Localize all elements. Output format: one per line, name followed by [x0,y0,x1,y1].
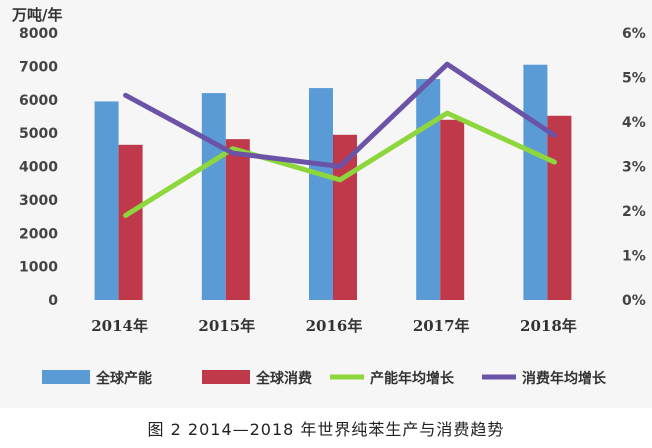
y-right-tick-label: 3% [622,160,646,176]
x-tick-label: 2017年 [413,317,470,335]
bar-全球消费 [547,115,572,301]
bar-全球产能 [309,88,333,300]
y-left-tick-label: 1000 [19,260,58,276]
bar-全球消费 [118,144,143,300]
line-产能年均增长 [123,110,557,218]
y-axis-unit-label: 万吨/年 [12,6,63,24]
y-left-tick-label: 0 [48,293,58,309]
y-right-tick-label: 0% [622,293,646,309]
bar-全球产能 [416,79,441,301]
y-right-tick-label: 1% [622,249,646,265]
bar-全球消费 [440,119,465,301]
y-left-tick-label: 2000 [19,226,58,242]
legend-swatch-全球消费 [202,370,250,384]
legend-label-产能年均增长: 产能年均增长 [370,370,455,387]
chart-panel: 万吨/年 0 1000 2000 3000 4000 5000 6000 7000 8000 0%… [12,6,646,387]
y-right-tick-label: 2% [622,204,646,220]
y-left-tick-label: 4000 [19,160,58,176]
bar-全球产能 [523,64,548,300]
chart: 0 1000 2000 3000 4000 5000 6000 7000 8000 0% 1% 2% 3… [19,26,646,387]
figure-caption: 图 2 2014—2018 年世界纯苯生产与消费趋势 [147,420,505,439]
legend-label-全球产能: 全球产能 [95,370,152,387]
y-left-tick-label: 5000 [19,126,58,142]
legend-label-全球消费: 全球消费 [255,370,312,387]
line-消费年均增长 [123,61,557,169]
bar-全球消费 [225,139,250,300]
y-left-tick-label: 8000 [19,26,58,42]
y-right-tick-label: 4% [622,115,646,131]
y-left-tick-label: 7000 [19,59,58,75]
x-tick-label: 2018年 [520,317,577,335]
legend-swatch-全球产能 [42,370,90,384]
bar-全球产能 [201,93,226,300]
x-tick-label: 2014年 [91,317,148,335]
x-tick-label: 2015年 [198,317,255,335]
y-right-tick-label: 6% [622,26,646,42]
legend-label-消费年均增长: 消费年均增长 [522,370,607,387]
y-right-tick-label: 5% [622,71,646,87]
y-left-tick-label: 3000 [19,193,58,209]
x-tick-label: 2016年 [306,317,363,335]
y-left-tick-label: 6000 [19,93,58,109]
bar-全球产能 [94,101,119,300]
